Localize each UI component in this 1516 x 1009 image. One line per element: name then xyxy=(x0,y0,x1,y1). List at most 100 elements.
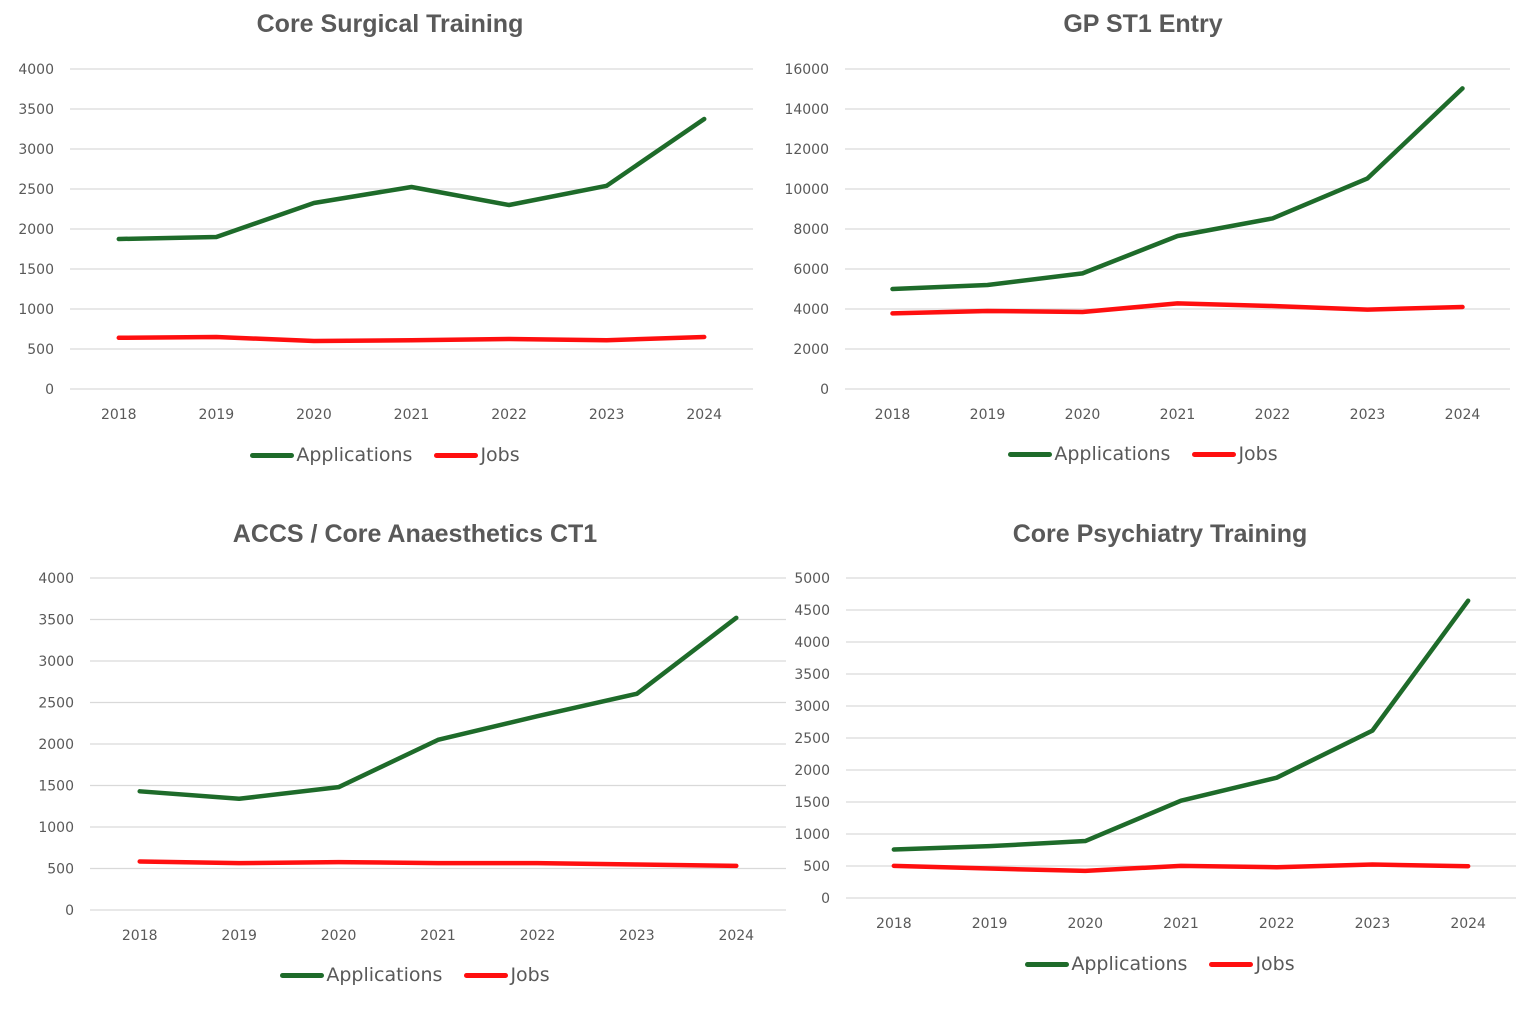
x-tick-label: 2019 xyxy=(972,916,1008,932)
y-tick-label: 2000 xyxy=(793,342,829,358)
x-tick-label: 2024 xyxy=(1445,407,1481,423)
x-tick-label: 2022 xyxy=(1259,916,1295,932)
y-tick-label: 0 xyxy=(820,382,829,398)
plot-area: 0 500 1000 1500 2000 2500 3000 3500 4000 4500 5000… xyxy=(794,571,1516,932)
jobs-line xyxy=(137,859,739,869)
legend-label: Applications xyxy=(296,444,413,466)
x-tick-label: 2023 xyxy=(1350,407,1386,423)
x-tick-label: 2022 xyxy=(520,928,556,944)
y-tick-label: 4000 xyxy=(38,571,74,587)
chart-title: Core Psychiatry Training xyxy=(1012,520,1308,548)
y-tick-label: 3500 xyxy=(38,613,74,629)
y-tick-label: 3500 xyxy=(18,102,54,118)
y-tick-label: 1500 xyxy=(38,779,74,795)
y-tick-label: 4000 xyxy=(794,635,830,651)
y-tick-label: 6000 xyxy=(793,262,829,278)
x-tick-label: 2021 xyxy=(1160,407,1196,423)
legend: Applications Jobs xyxy=(0,444,770,466)
chart-title: ACCS / Core Anaesthetics CT1 xyxy=(232,520,598,548)
legend-item-jobs: Jobs xyxy=(434,444,520,466)
y-tick-label: 1000 xyxy=(38,820,74,836)
x-tick-label: 2019 xyxy=(199,407,235,423)
chart-title: GP ST1 Entry xyxy=(1063,10,1223,38)
legend-label: Jobs xyxy=(480,444,520,466)
applications-swatch xyxy=(1008,451,1053,457)
plot-area: 0 500 1000 1500 2000 2500 3000 3500 4000 2018 2019… xyxy=(18,62,753,423)
x-tick-label: 2018 xyxy=(122,928,158,944)
x-tick-label: 2024 xyxy=(718,928,754,944)
legend-label: Jobs xyxy=(1255,953,1295,975)
y-tick-label: 1500 xyxy=(18,262,54,278)
y-tick-label: 2500 xyxy=(18,182,54,198)
applications-swatch xyxy=(250,452,295,458)
y-tick-label: 2500 xyxy=(38,696,74,712)
y-tick-label: 2500 xyxy=(794,731,830,747)
legend-item-jobs: Jobs xyxy=(464,964,550,986)
y-tick-label: 1000 xyxy=(794,827,830,843)
y-tick-label: 3500 xyxy=(794,667,830,683)
x-tick-label: 2023 xyxy=(619,928,655,944)
x-tick-label: 2021 xyxy=(420,928,456,944)
y-tick-label: 16000 xyxy=(784,62,829,78)
jobs-line xyxy=(116,334,707,344)
y-tick-label: 10000 xyxy=(784,182,829,198)
y-tick-label: 4000 xyxy=(18,62,54,78)
applications-line xyxy=(137,615,739,802)
x-tick-label: 2019 xyxy=(221,928,257,944)
y-tick-label: 0 xyxy=(45,382,54,398)
legend-item-applications: Applications xyxy=(280,964,442,986)
legend-label: Jobs xyxy=(510,964,550,986)
y-tick-label: 1500 xyxy=(794,795,830,811)
legend-item-jobs: Jobs xyxy=(1209,953,1295,975)
legend-label: Applications xyxy=(326,964,443,986)
y-tick-label: 0 xyxy=(65,903,74,919)
x-tick-label: 2018 xyxy=(101,407,137,423)
y-tick-label: 4500 xyxy=(794,603,830,619)
y-tick-label: 5000 xyxy=(794,571,830,587)
y-tick-label: 500 xyxy=(47,862,74,878)
y-tick-label: 4000 xyxy=(793,302,829,318)
chart-core-surgical: Core Surgical Training 0 500 1000 1500 2000 2… xyxy=(0,0,770,500)
applications-swatch xyxy=(280,972,325,978)
y-tick-label: 3000 xyxy=(794,699,830,715)
chart-title: Core Surgical Training xyxy=(256,10,524,38)
y-tick-label: 2000 xyxy=(38,737,74,753)
y-tick-label: 2000 xyxy=(794,763,830,779)
x-tick-label: 2024 xyxy=(1450,916,1486,932)
y-tick-label: 500 xyxy=(27,342,54,358)
legend-label: Applications xyxy=(1054,443,1171,465)
x-tick-label: 2022 xyxy=(1255,407,1291,423)
jobs-swatch xyxy=(464,972,509,978)
y-tick-label: 12000 xyxy=(784,142,829,158)
x-tick-label: 2023 xyxy=(589,407,625,423)
x-tick-label: 2020 xyxy=(321,928,357,944)
x-tick-label: 2020 xyxy=(296,407,332,423)
chart-accs-anaesthetics: ACCS / Core Anaesthetics CT1 0 500 1000 150… xyxy=(0,510,790,1009)
y-tick-label: 0 xyxy=(821,891,830,907)
legend: Applications Jobs xyxy=(780,953,1516,975)
x-tick-label: 2018 xyxy=(875,407,911,423)
x-tick-label: 2021 xyxy=(394,407,430,423)
jobs-swatch xyxy=(1192,451,1237,457)
y-tick-label: 1000 xyxy=(18,302,54,318)
jobs-swatch xyxy=(434,452,479,458)
x-tick-label: 2023 xyxy=(1355,916,1391,932)
x-tick-label: 2018 xyxy=(876,916,912,932)
chart-core-psychiatry: Core Psychiatry Training 0 500 1000 1500 200… xyxy=(780,510,1516,1009)
legend-item-applications: Applications xyxy=(1025,953,1187,975)
plot-area: 0 2000 4000 6000 8000 10000 12000 14000 16000 201… xyxy=(784,62,1510,423)
y-tick-label: 500 xyxy=(803,859,830,875)
x-tick-label: 2020 xyxy=(1067,916,1103,932)
x-tick-label: 2022 xyxy=(491,407,527,423)
y-tick-label: 8000 xyxy=(793,222,829,238)
legend-label: Jobs xyxy=(1238,443,1278,465)
x-tick-label: 2020 xyxy=(1065,407,1101,423)
x-tick-label: 2024 xyxy=(686,407,722,423)
y-tick-label: 3000 xyxy=(18,142,54,158)
applications-line xyxy=(116,116,707,242)
plot-area: 0 500 1000 1500 2000 2500 3000 3500 4000 2018 2019… xyxy=(38,571,786,944)
y-tick-label: 14000 xyxy=(784,102,829,118)
legend-item-applications: Applications xyxy=(1008,443,1170,465)
legend-label: Applications xyxy=(1071,953,1188,975)
x-tick-label: 2019 xyxy=(970,407,1006,423)
